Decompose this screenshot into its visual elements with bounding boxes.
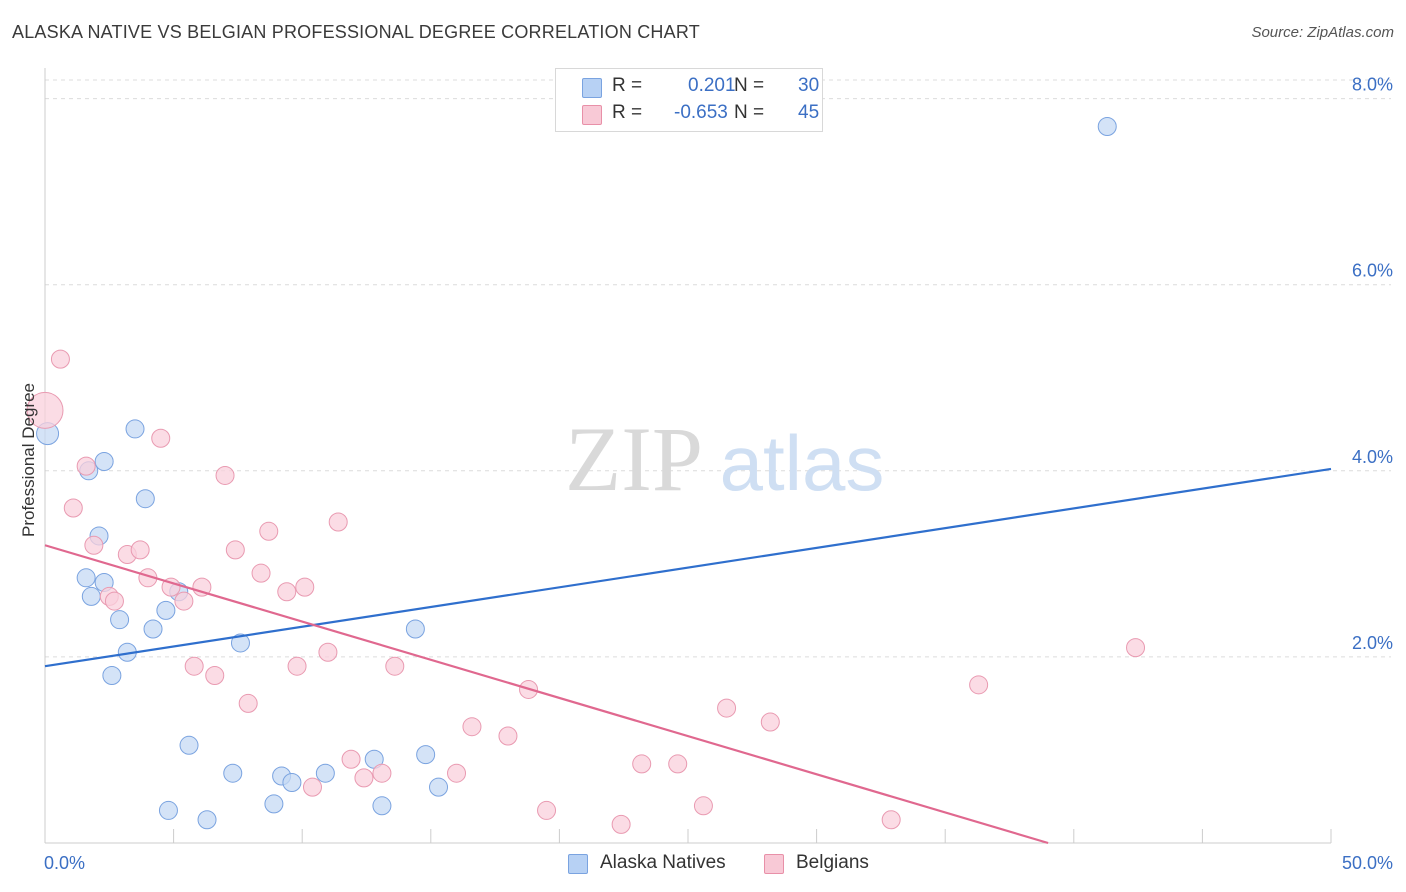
- belgian-point: [462, 717, 482, 737]
- belgian-point: [717, 698, 737, 718]
- grid-lines: [45, 79, 1391, 658]
- belgian-point: [50, 349, 70, 369]
- series-swatch-alaska: [568, 854, 588, 874]
- trend-lines: [44, 467, 1332, 845]
- y-axis-label-wrap: Professional Degree: [14, 370, 44, 550]
- belgian-point: [693, 796, 713, 816]
- belgian-point: [881, 810, 901, 830]
- y-axis-label: Professional Degree: [19, 382, 38, 538]
- belgian-point: [632, 754, 652, 774]
- alaska-native-point: [372, 796, 392, 816]
- alaska-native-point: [197, 810, 217, 830]
- watermark-zip: ZIP: [565, 408, 703, 510]
- alaska-native-point: [1097, 117, 1117, 137]
- y-tick-label: 8.0%: [1352, 75, 1393, 95]
- belgian-point: [447, 763, 467, 783]
- alaska-native-point: [416, 745, 436, 765]
- alaska-native-point: [102, 666, 122, 686]
- belgian-point: [760, 712, 780, 732]
- source-label: Source: ZipAtlas.com: [1251, 24, 1394, 41]
- belgian-point: [537, 800, 557, 820]
- belgian-point: [385, 656, 405, 676]
- alaska-native-point: [110, 610, 130, 630]
- legend-n-value: 30: [798, 75, 820, 96]
- belgian-point: [130, 540, 150, 560]
- belgian-point: [238, 693, 258, 713]
- tick-labels: 2.0% 4.0% 6.0% 8.0% 0.0% 50.0%: [44, 75, 1393, 873]
- belgian-point: [151, 428, 171, 448]
- belgian-point: [318, 642, 338, 662]
- belgian-point: [161, 577, 181, 597]
- watermark-atlas: atlas: [720, 419, 885, 507]
- y-tick-label: 2.0%: [1352, 633, 1393, 653]
- alaska-native-trend-line: [44, 467, 1332, 668]
- belgian-point: [969, 675, 989, 695]
- belgian-point: [174, 591, 194, 611]
- alaska-native-point: [125, 419, 145, 439]
- belgian-point: [215, 465, 235, 485]
- belgian-point: [372, 763, 392, 783]
- watermark: ZIP atlas: [565, 408, 884, 510]
- alaska-native-point: [158, 800, 178, 820]
- alaska-native-point: [81, 586, 101, 606]
- alaska-native-point: [315, 763, 335, 783]
- belgian-point: [328, 512, 348, 532]
- x-tick-label-max: 50.0%: [1342, 853, 1393, 873]
- x-tick-label-min: 0.0%: [44, 853, 85, 873]
- legend-n-value: 45: [798, 102, 820, 123]
- y-tick-label: 6.0%: [1352, 261, 1393, 281]
- alaska-native-point: [230, 633, 250, 653]
- belgian-point: [277, 582, 297, 602]
- belgian-point: [63, 498, 83, 518]
- legend-swatch-alaska: [582, 78, 602, 98]
- alaska-native-point: [143, 619, 163, 639]
- alaska-native-point: [76, 568, 96, 588]
- legend-n-label: N =: [734, 75, 765, 96]
- belgian-point: [302, 777, 322, 797]
- belgian-trend-line: [44, 544, 1049, 845]
- legend-r-label: R =: [612, 75, 643, 96]
- belgian-point: [354, 768, 374, 788]
- belgian-point: [341, 749, 361, 769]
- chart-title: ALASKA NATIVE VS BELGIAN PROFESSIONAL DE…: [12, 22, 700, 42]
- belgian-point: [76, 456, 96, 476]
- belgian-point: [498, 726, 518, 746]
- legend-r-label: R =: [612, 102, 643, 123]
- belgian-point: [287, 656, 307, 676]
- belgian-point: [259, 521, 279, 541]
- alaska-native-point: [94, 452, 114, 471]
- legend-swatch-belgians: [582, 105, 602, 125]
- belgian-point: [225, 540, 245, 560]
- belgian-point: [184, 656, 204, 676]
- belgian-point: [295, 577, 315, 597]
- alaska-native-point: [264, 794, 284, 814]
- belgian-point: [668, 754, 688, 774]
- alaska-native-point: [282, 773, 302, 793]
- belgian-point: [205, 666, 225, 686]
- belgian-point: [1126, 638, 1146, 658]
- alaska-native-point: [223, 763, 243, 783]
- alaska-native-point: [179, 735, 199, 755]
- legend-n-label: N =: [734, 102, 765, 123]
- axes: [44, 68, 1332, 844]
- alaska-native-point: [429, 777, 449, 797]
- belgian-point: [251, 563, 271, 583]
- alaska-native-point: [405, 619, 425, 639]
- series-swatch-belgians: [764, 854, 784, 874]
- alaska-native-point: [156, 600, 176, 620]
- series-name-belgians: Belgians: [796, 852, 869, 873]
- series-name-alaska: Alaska Natives: [600, 852, 726, 873]
- legend-r-value: 0.201: [688, 75, 736, 96]
- belgian-point: [26, 391, 64, 429]
- y-tick-label: 4.0%: [1352, 447, 1393, 467]
- belgian-point: [104, 591, 124, 611]
- correlation-legend: R = 0.201 N = 30 R = -0.653 N = 45: [555, 68, 823, 132]
- belgian-point: [84, 535, 104, 555]
- legend-r-value: -0.653: [674, 102, 728, 123]
- belgian-point: [611, 814, 631, 834]
- data-points: [26, 117, 1146, 834]
- alaska-native-point: [135, 489, 155, 509]
